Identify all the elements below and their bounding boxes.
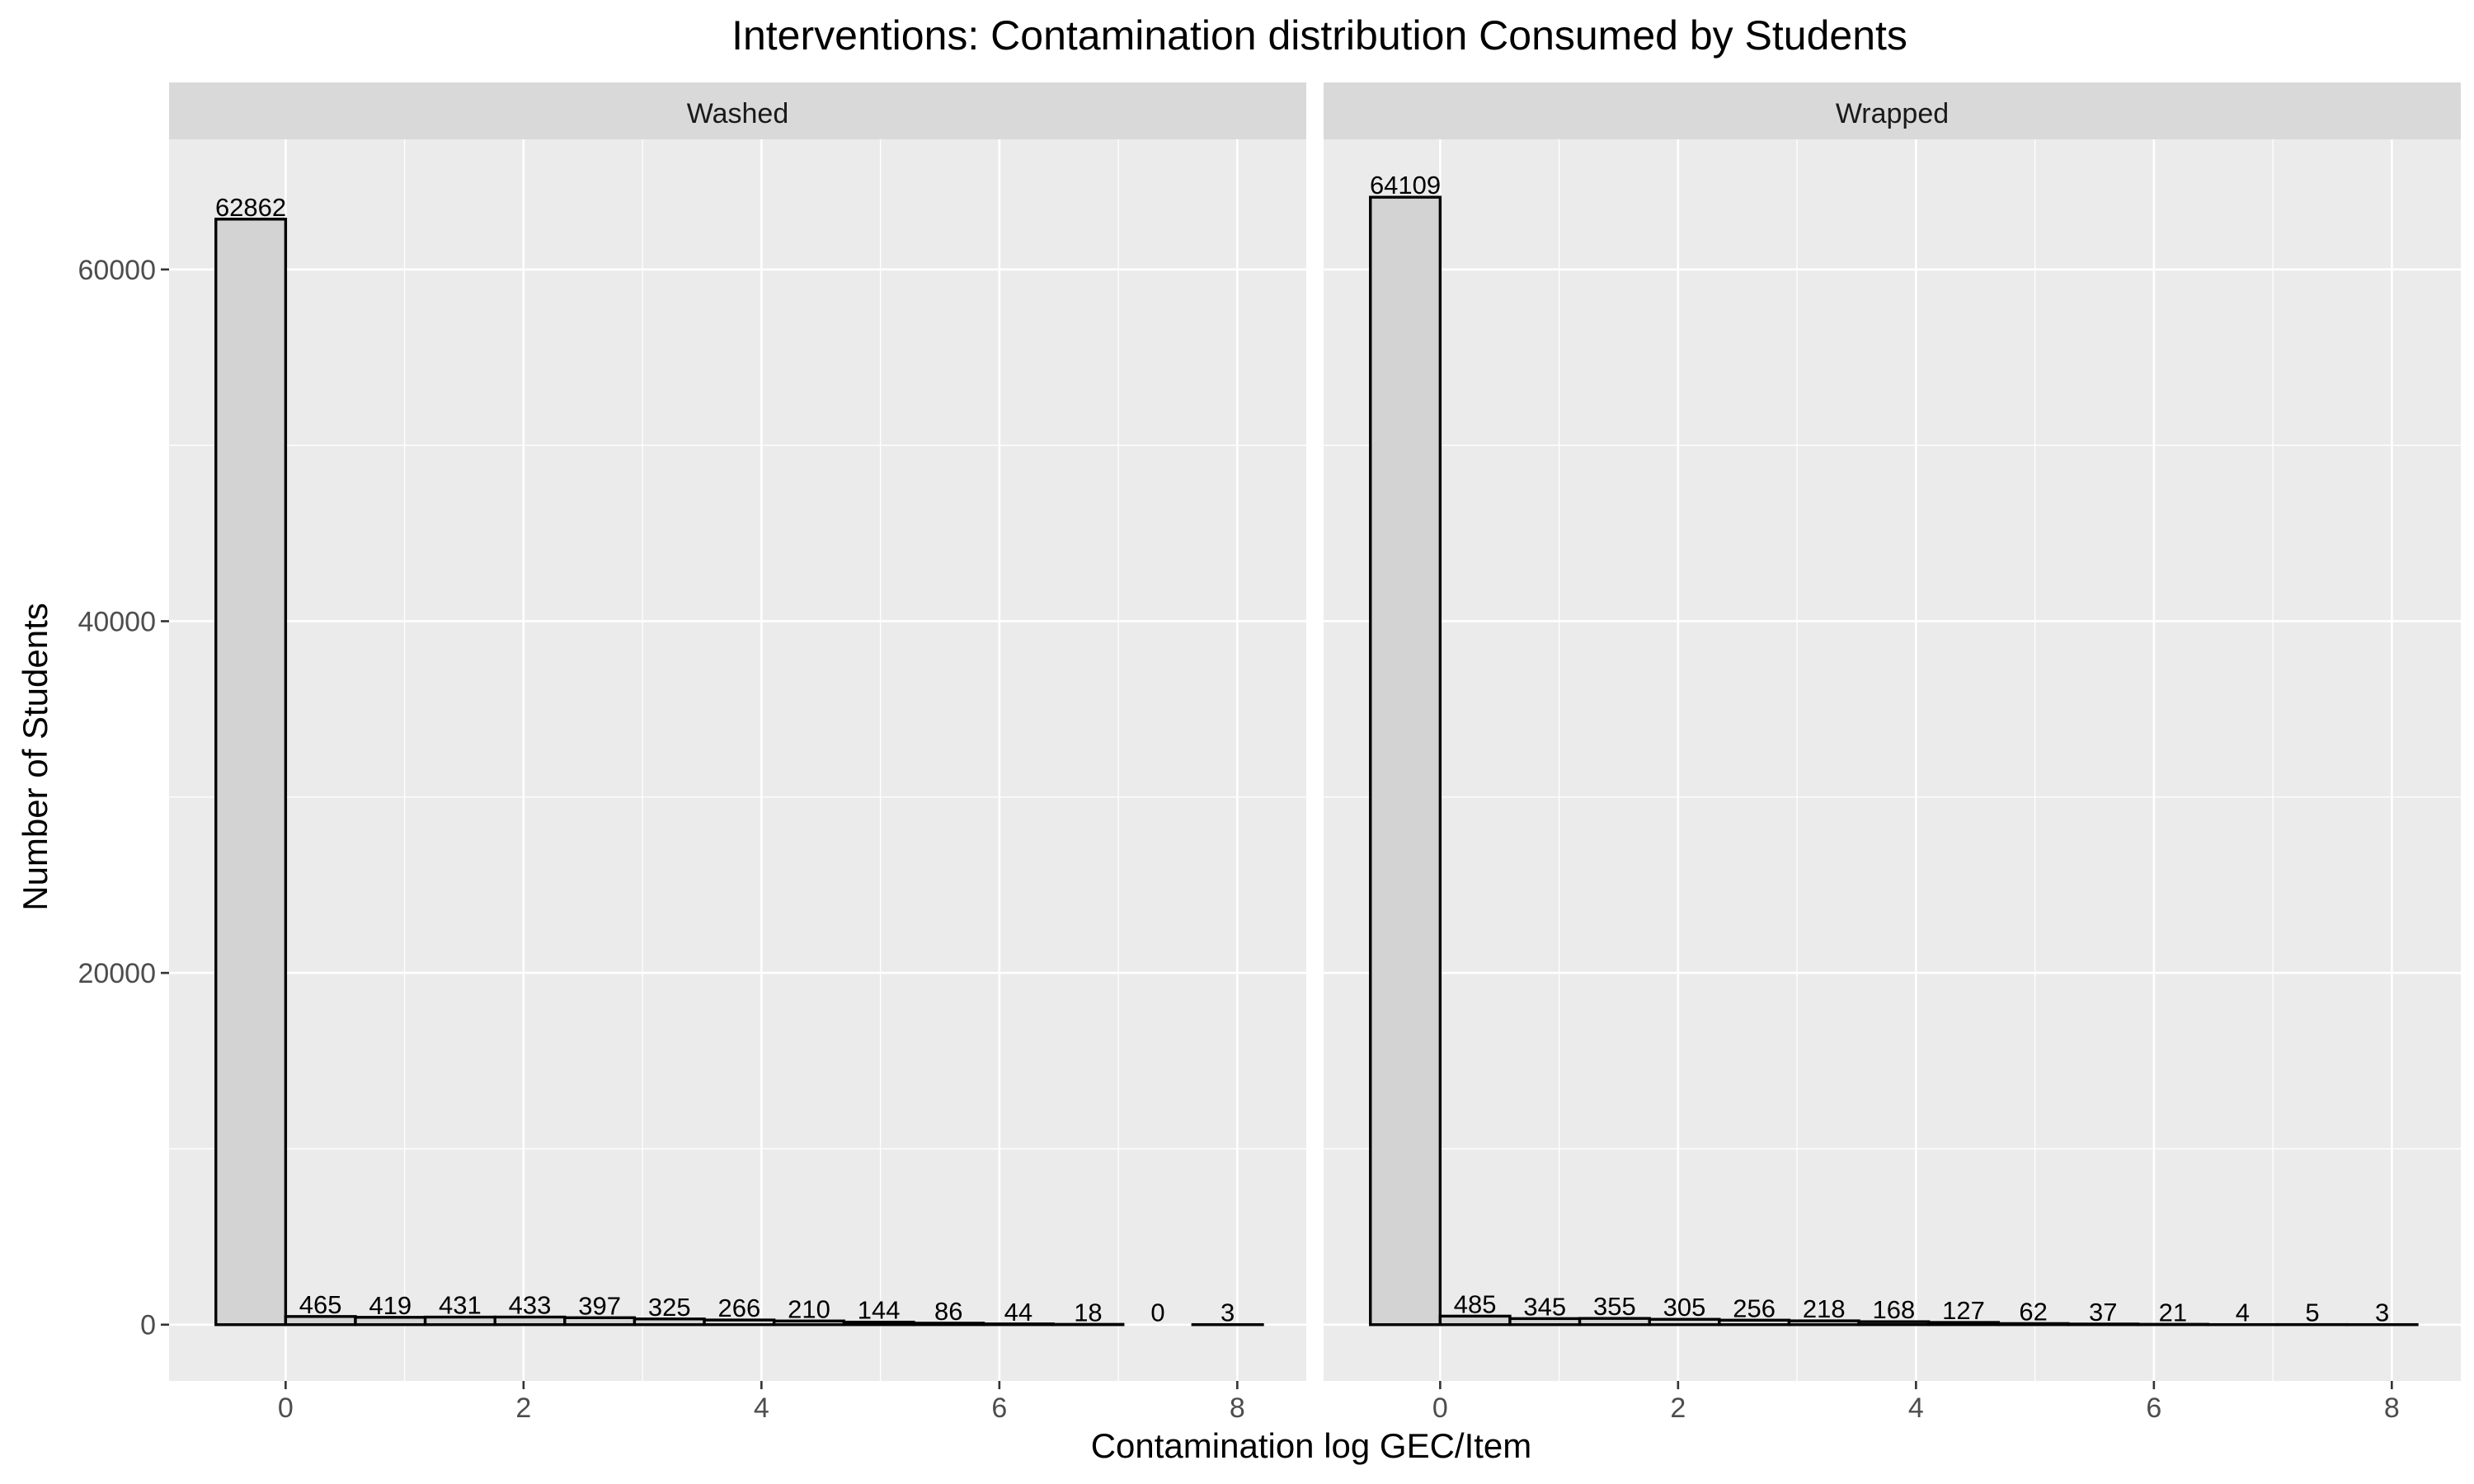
facet-strip-label: Wrapped xyxy=(1836,98,1949,129)
bar-count-label: 18 xyxy=(1074,1298,1102,1327)
bar-count-label: 485 xyxy=(1454,1289,1497,1318)
bar-count-label: 256 xyxy=(1733,1294,1776,1322)
x-tick-label: 0 xyxy=(278,1392,294,1424)
panel-background xyxy=(169,139,1306,1381)
bar-count-label: 168 xyxy=(1872,1295,1915,1324)
bar-count-label: 266 xyxy=(717,1294,760,1322)
histogram-bar xyxy=(1369,195,1442,1327)
bar-count-label: 144 xyxy=(858,1296,901,1325)
x-axis-title: Contamination log GEC/Item xyxy=(1091,1426,1532,1465)
bar-count-label: 305 xyxy=(1663,1293,1706,1322)
bar-count-label: 3 xyxy=(2375,1298,2389,1327)
x-tick-label: 6 xyxy=(991,1392,1007,1424)
y-tick-label: 60000 xyxy=(78,255,156,286)
bar-count-label: 345 xyxy=(1523,1292,1566,1321)
bar-count-label: 37 xyxy=(2089,1298,2117,1327)
bar-count-label: 325 xyxy=(648,1293,691,1322)
facet-strip xyxy=(169,82,1306,139)
bar-count-label: 44 xyxy=(1004,1298,1032,1327)
bar-count-label: 431 xyxy=(439,1291,482,1320)
bar-count-label: 397 xyxy=(578,1291,621,1320)
x-tick-label: 2 xyxy=(515,1392,531,1424)
x-tick-label: 8 xyxy=(1230,1392,1245,1424)
x-tick-label: 4 xyxy=(1908,1392,1924,1424)
facet-strip xyxy=(1324,82,2461,139)
bar-count-label: 419 xyxy=(369,1291,412,1320)
y-tick-label: 20000 xyxy=(78,958,156,989)
y-axis-title: Number of Students xyxy=(16,603,54,911)
panel-background xyxy=(1324,139,2461,1381)
bar-count-label: 64109 xyxy=(1370,171,1441,200)
x-tick-label: 0 xyxy=(1432,1392,1448,1424)
bar-count-label: 210 xyxy=(788,1294,830,1323)
histogram-bar xyxy=(214,218,288,1327)
bar-count-label: 86 xyxy=(934,1297,962,1326)
y-tick-label: 40000 xyxy=(78,606,156,637)
bar-count-label: 62862 xyxy=(215,193,286,222)
bar-count-label: 218 xyxy=(1803,1294,1846,1323)
x-tick-label: 8 xyxy=(2384,1392,2400,1424)
x-tick-label: 4 xyxy=(754,1392,769,1424)
bar-count-label: 355 xyxy=(1593,1292,1636,1321)
y-tick-label: 0 xyxy=(140,1310,156,1341)
x-tick-label: 6 xyxy=(2146,1392,2161,1424)
bar-count-label: 4 xyxy=(2236,1298,2250,1327)
bar-count-label: 5 xyxy=(2305,1298,2319,1327)
bar-count-label: 465 xyxy=(299,1290,342,1319)
x-tick-label: 2 xyxy=(1670,1392,1686,1424)
bar-count-label: 21 xyxy=(2159,1298,2187,1327)
bar-count-label: 62 xyxy=(2019,1297,2047,1326)
chart-title: Interventions: Contamination distributio… xyxy=(731,12,1907,59)
facet-strip-label: Washed xyxy=(687,98,788,129)
bar-count-label: 433 xyxy=(509,1291,552,1320)
bar-count-label: 127 xyxy=(1942,1296,1985,1325)
bar-count-label: 0 xyxy=(1150,1298,1164,1327)
bar-count-label: 3 xyxy=(1221,1298,1235,1327)
